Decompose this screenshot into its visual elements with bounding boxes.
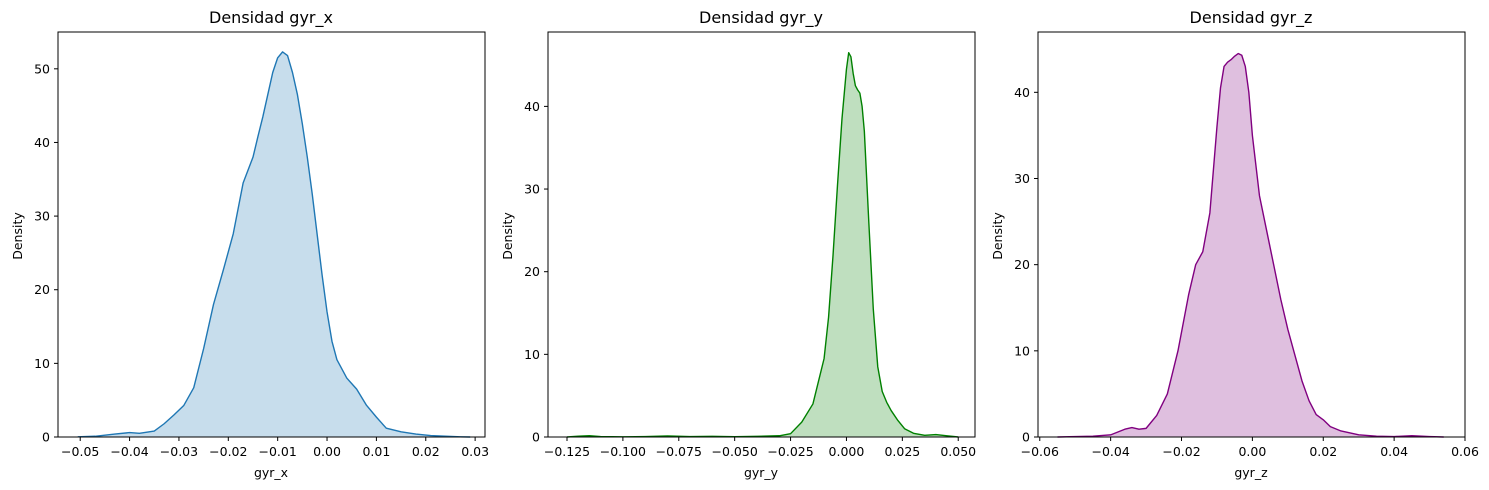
y-tick-label: 30 <box>1014 171 1030 186</box>
chart-panel-gyr-x: Densidad gyr_x gyr_x Density −0.05 −0.04−… <box>10 8 489 480</box>
y-axis-label: Density <box>10 212 25 260</box>
chart-panel-gyr-z: Densidad gyr_z gyr_z Density −0.06 −0.04 −… <box>990 8 1479 480</box>
plot-frame <box>547 31 976 438</box>
y-tick-label: 40 <box>34 135 50 150</box>
x-tick-label: 0.00 <box>1238 444 1266 459</box>
x-tick-label: −0.075 <box>656 444 702 459</box>
y-tick-label: 30 <box>524 182 540 197</box>
x-tick-label: −0.02 <box>1162 444 1200 459</box>
chart-title: Densidad gyr_y <box>699 8 823 28</box>
x-tick-label: 0.02 <box>1309 444 1337 459</box>
x-tick-label: −0.05 <box>61 444 99 459</box>
x-tick-label: 0.000 <box>829 444 865 459</box>
y-tick-label: 20 <box>34 282 50 297</box>
y-tick-label: 40 <box>524 99 540 114</box>
x-axis-label: gyr_z <box>1234 465 1268 480</box>
x-tick-label: −0.04 <box>1091 444 1129 459</box>
x-tick-label: 0.050 <box>940 444 976 459</box>
density-fill <box>1057 53 1444 437</box>
y-tick-label: 0 <box>42 430 50 445</box>
x-axis-label: gyr_x <box>254 465 288 480</box>
density-fill <box>77 51 471 437</box>
y-axis-label: Density <box>500 212 515 260</box>
y-tick-label: 20 <box>524 264 540 279</box>
x-tick-label: −0.050 <box>712 444 758 459</box>
x-tick-label: 0.025 <box>884 444 920 459</box>
x-tick-label: −0.02 <box>209 444 247 459</box>
x-tick-label: 0.03 <box>461 444 489 459</box>
x-tick-label: −0.125 <box>544 444 590 459</box>
x-tick-label: −0.100 <box>600 444 646 459</box>
chart-panel-gyr-y: Densidad gyr_y gyr_y Density −0.125 −0.10… <box>500 8 976 480</box>
y-axis-label: Density <box>990 212 1005 260</box>
x-tick-label: 0.01 <box>362 444 390 459</box>
density-line <box>77 51 471 438</box>
plot-frame <box>1037 31 1466 438</box>
x-tick-label: −0.04 <box>110 444 148 459</box>
x-tick-label: 0.00 <box>313 444 341 459</box>
density-line <box>1057 52 1444 438</box>
chart-title: Densidad gyr_x <box>209 8 333 28</box>
x-axis-label: gyr_y <box>744 465 779 480</box>
y-tick-label: 30 <box>34 209 50 224</box>
x-tick-label: −0.06 <box>1021 444 1059 459</box>
y-tick-label: 10 <box>524 347 540 362</box>
x-tick-label: −0.025 <box>767 444 813 459</box>
x-tick-label: 0.04 <box>1380 444 1408 459</box>
x-tick-label: 0.06 <box>1451 444 1479 459</box>
density-line <box>566 51 959 438</box>
x-tick-label: −0.01 <box>259 444 297 459</box>
density-fill <box>567 52 959 437</box>
chart-title: Densidad gyr_z <box>1190 8 1313 28</box>
y-tick-label: 40 <box>1014 85 1030 100</box>
x-tick-label: 0.02 <box>412 444 440 459</box>
y-tick-label: 10 <box>1014 343 1030 358</box>
y-tick-label: 0 <box>1022 430 1030 445</box>
plot-frame <box>57 31 486 438</box>
y-tick-label: 50 <box>34 61 50 76</box>
y-tick-label: 0 <box>532 430 540 445</box>
y-tick-label: 20 <box>1014 257 1030 272</box>
y-tick-label: 10 <box>34 356 50 371</box>
x-tick-label: −0.03 <box>160 444 198 459</box>
